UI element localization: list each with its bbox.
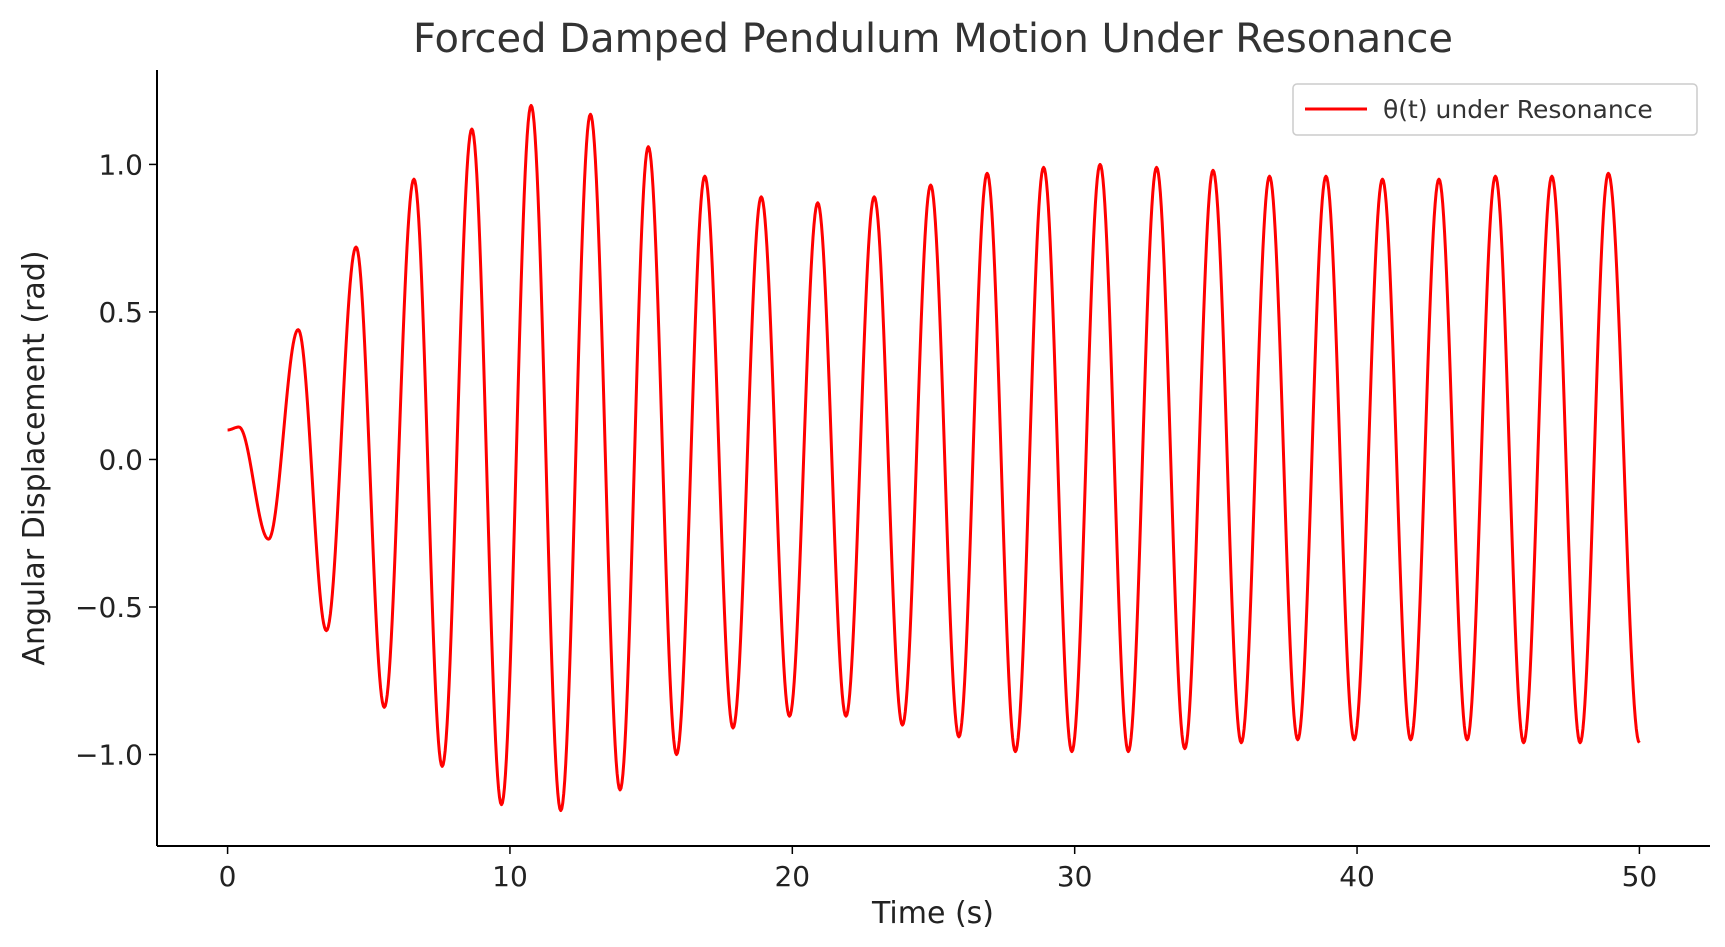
x-tick-label: 50 <box>1622 860 1658 893</box>
legend-box <box>1292 83 1698 136</box>
series-line <box>226 103 1641 813</box>
legend: θ(t) under Resonance <box>1292 83 1698 136</box>
legend-label: θ(t) under Resonance <box>1383 95 1653 124</box>
y-tick-label: −0.5 <box>75 591 143 624</box>
y-tick-label: 0.5 <box>98 296 143 329</box>
x-tick-label: 10 <box>492 860 528 893</box>
x-ticks: 0 10 20 30 40 50 <box>219 846 1658 893</box>
y-ticks: −1.0 −0.5 0.0 0.5 1.0 <box>75 148 157 772</box>
y-tick-label: 0.0 <box>98 443 143 476</box>
x-tick-label: 20 <box>774 860 810 893</box>
chart-title: Forced Damped Pendulum Motion Under Reso… <box>413 16 1453 62</box>
y-axis-label: Angular Displacement (rad) <box>17 250 52 665</box>
series-group <box>226 103 1641 813</box>
x-tick-label: 40 <box>1339 860 1375 893</box>
x-tick-label: 0 <box>219 860 237 893</box>
y-tick-label: −1.0 <box>75 739 143 772</box>
x-tick-label: 30 <box>1057 860 1093 893</box>
y-tick-label: 1.0 <box>98 148 143 181</box>
x-axis-label: Time (s) <box>871 896 994 931</box>
